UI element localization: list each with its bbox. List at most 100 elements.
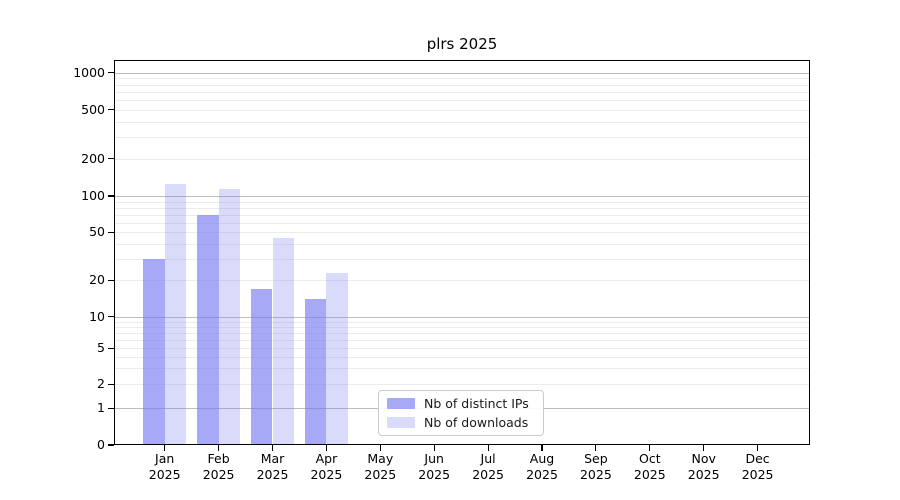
bar-nb-of-downloads-feb-2025 xyxy=(218,189,241,445)
y-tick xyxy=(108,158,114,160)
x-tick-year: 2025 xyxy=(364,467,397,482)
y-tick-label: 100 xyxy=(81,188,105,203)
chart-title: plrs 2025 xyxy=(426,35,498,53)
gridline-minor xyxy=(115,259,809,261)
gridline-minor xyxy=(115,326,809,328)
x-tick-label: May 2025 xyxy=(350,451,410,483)
y-tick xyxy=(108,444,114,446)
x-tick xyxy=(325,445,327,451)
gridline-minor xyxy=(115,332,809,334)
y-tick xyxy=(108,195,114,197)
x-tick-label: Jul 2025 xyxy=(458,451,518,483)
bar-nb-of-distinct-ips-jan-2025 xyxy=(143,259,165,445)
bar-nb-of-distinct-ips-apr-2025 xyxy=(304,299,327,445)
y-tick-label: 10 xyxy=(89,308,105,324)
gridline-minor xyxy=(115,91,809,93)
gridline-major xyxy=(115,316,809,318)
gridline-minor xyxy=(115,244,809,245)
x-tick-year: 2025 xyxy=(310,467,343,482)
legend-item: Nb of distinct IPs xyxy=(387,396,535,411)
gridline-minor xyxy=(115,232,809,234)
x-tick-year: 2025 xyxy=(633,467,666,482)
gridline-minor xyxy=(115,109,809,111)
y-tick xyxy=(108,316,114,318)
x-tick-label: Jun 2025 xyxy=(404,451,464,483)
y-tick-label: 50 xyxy=(89,224,105,240)
legend-swatch xyxy=(387,416,415,428)
x-tick-label: Nov 2025 xyxy=(674,451,734,483)
legend-item: Nb of downloads xyxy=(387,415,535,430)
y-tick-label: 20 xyxy=(89,272,105,288)
x-tick-month: Sep xyxy=(584,451,608,466)
gridline-minor xyxy=(115,368,809,370)
x-tick xyxy=(649,445,651,451)
x-tick-label: Dec 2025 xyxy=(728,451,788,483)
x-tick-label: Feb 2025 xyxy=(189,451,249,483)
x-tick-month: May xyxy=(367,451,394,466)
gridline-major xyxy=(115,196,809,197)
x-tick xyxy=(541,445,543,451)
x-tick-year: 2025 xyxy=(472,467,504,482)
x-tick-month: Mar xyxy=(260,451,285,466)
y-tick-label: 2 xyxy=(97,376,105,392)
bar-nb-of-downloads-mar-2025 xyxy=(272,237,295,445)
x-tick-month: Aug xyxy=(529,451,555,466)
gridline-minor xyxy=(115,384,809,386)
gridline-minor xyxy=(115,339,809,341)
legend-label: Nb of distinct IPs xyxy=(424,396,529,412)
x-tick xyxy=(595,445,597,451)
y-tick xyxy=(108,109,114,111)
x-tick-year: 2025 xyxy=(256,467,289,482)
x-tick-year: 2025 xyxy=(687,467,720,482)
x-tick xyxy=(379,445,381,451)
x-tick xyxy=(164,445,166,451)
y-tick-label: 1000 xyxy=(73,64,105,80)
x-tick-label: Sep 2025 xyxy=(566,451,626,483)
x-tick-month: Oct xyxy=(638,451,661,466)
y-tick-label: 200 xyxy=(81,150,105,166)
x-tick-year: 2025 xyxy=(741,467,774,482)
legend: Nb of distinct IPs Nb of downloads xyxy=(378,390,544,436)
x-tick-year: 2025 xyxy=(418,467,451,482)
y-tick xyxy=(108,72,114,74)
gridline-minor xyxy=(115,321,809,323)
x-tick xyxy=(433,445,435,451)
x-tick xyxy=(271,445,274,451)
gridline-major xyxy=(115,72,809,74)
x-tick-year: 2025 xyxy=(579,467,612,482)
bar-nb-of-downloads-jan-2025 xyxy=(164,184,187,445)
gridline-minor xyxy=(115,84,809,86)
gridline-minor xyxy=(115,121,809,123)
x-tick xyxy=(703,445,705,451)
y-tick xyxy=(108,407,114,409)
y-tick xyxy=(108,383,114,385)
x-tick-month: Jun xyxy=(424,451,444,466)
gridline-minor xyxy=(115,201,809,203)
gridline-minor xyxy=(115,357,809,359)
gridline-minor xyxy=(115,207,809,209)
x-tick-label: Aug 2025 xyxy=(512,451,572,483)
legend-label: Nb of downloads xyxy=(424,414,529,430)
gridline-minor xyxy=(115,280,809,282)
gridline-minor xyxy=(115,158,809,160)
y-tick xyxy=(108,347,114,349)
gridline-minor xyxy=(115,222,809,224)
x-tick-label: Jan 2025 xyxy=(135,451,195,483)
y-tick-label: 500 xyxy=(81,101,105,117)
bar-nb-of-distinct-ips-mar-2025 xyxy=(250,288,273,445)
y-tick-label: 1 xyxy=(97,400,105,416)
bar-nb-of-downloads-apr-2025 xyxy=(326,273,348,445)
x-tick xyxy=(487,445,489,451)
gridline-minor xyxy=(115,137,809,139)
x-tick-label: Apr 2025 xyxy=(296,451,356,483)
x-tick-year: 2025 xyxy=(148,467,181,482)
x-tick-month: Nov xyxy=(691,451,716,466)
x-tick-label: Mar 2025 xyxy=(243,451,303,483)
x-tick-month: Dec xyxy=(745,451,770,466)
x-tick-month: Feb xyxy=(207,451,230,466)
x-tick-month: Jan xyxy=(155,451,175,466)
y-tick-label: 5 xyxy=(97,340,105,356)
x-tick-month: Apr xyxy=(315,451,338,466)
gridline-minor xyxy=(115,78,809,80)
